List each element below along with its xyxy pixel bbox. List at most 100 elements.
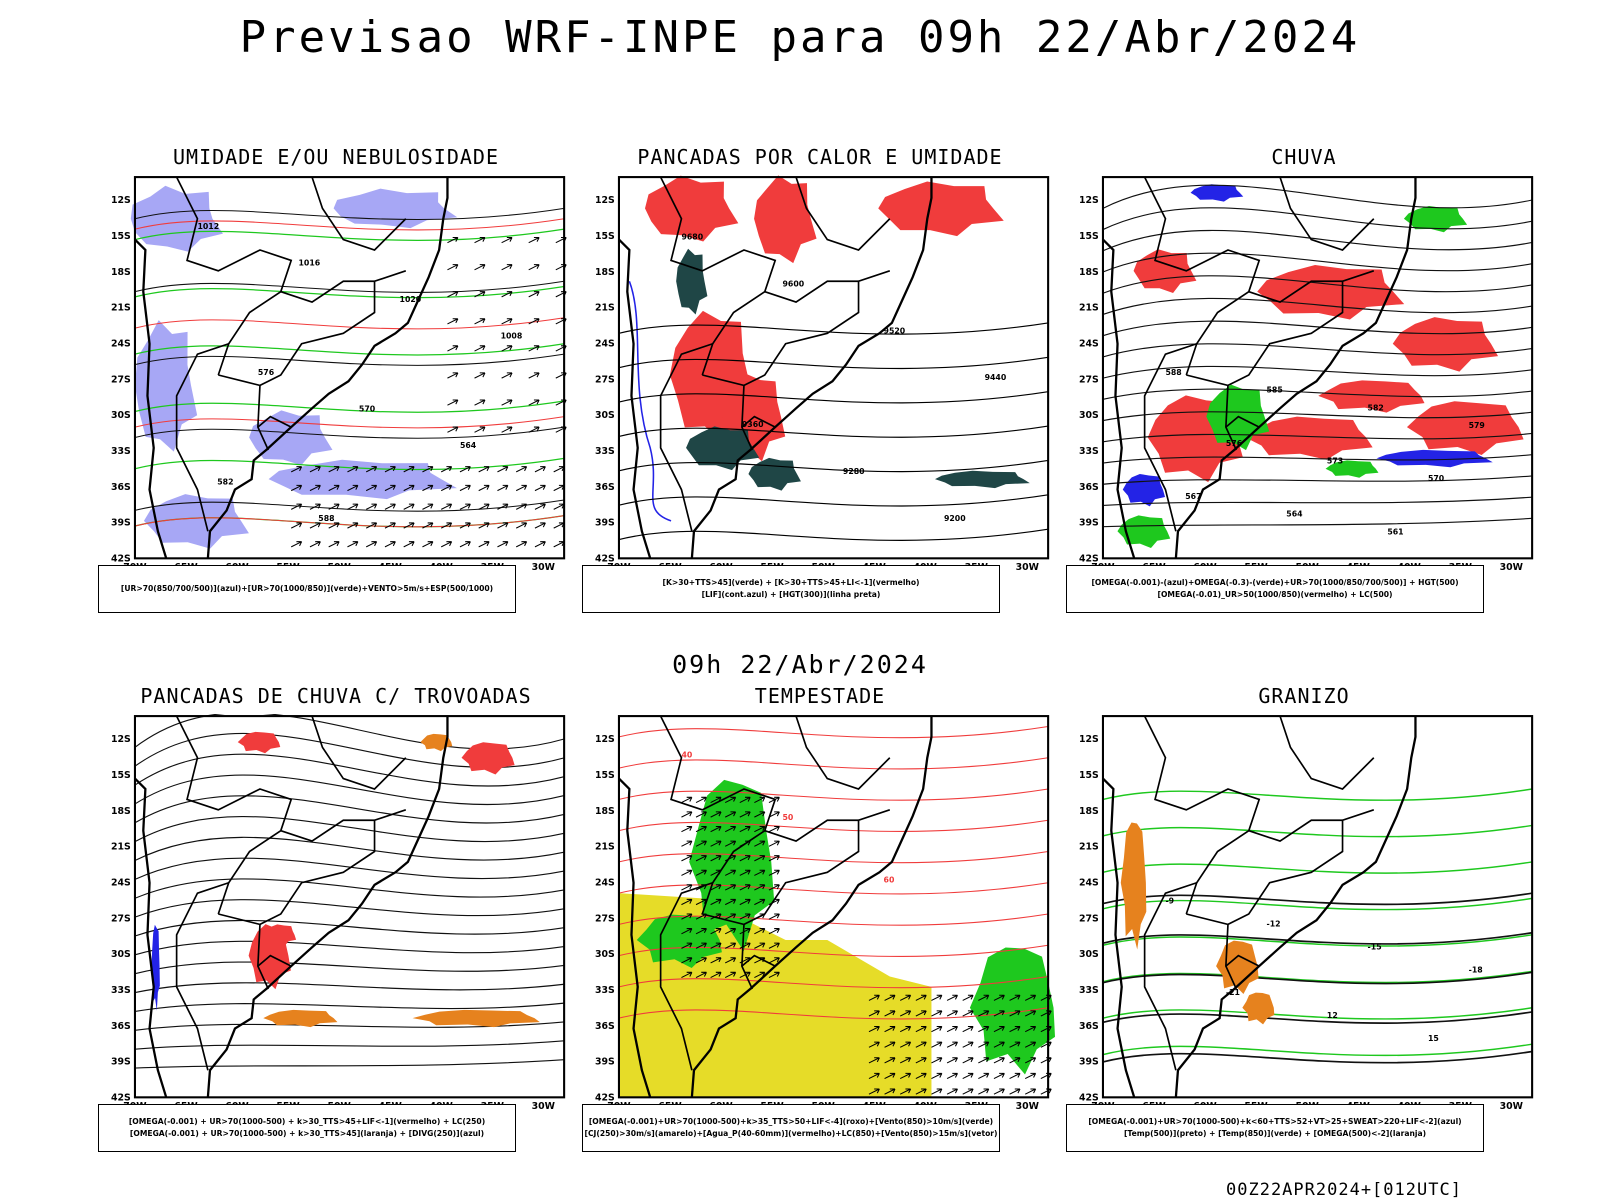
- lon-tick-label: 30W: [1500, 562, 1524, 573]
- wind-vector: [497, 541, 509, 548]
- lat-tick-label: 21S: [111, 303, 131, 314]
- wind-vector: [710, 825, 722, 833]
- wind-vector: [447, 291, 459, 298]
- lat-tick-label: 18S: [595, 806, 615, 817]
- contour-label: -15: [1368, 942, 1382, 951]
- wind-vector: [515, 541, 528, 548]
- lon-tick-label: 30W: [1016, 562, 1040, 573]
- wind-vector: [695, 796, 707, 804]
- panel-title: UMIDADE E/OU NEBULOSIDADE: [172, 145, 500, 169]
- wind-vector: [553, 466, 565, 473]
- wind-vector: [724, 913, 737, 920]
- lat-tick-label: 33S: [111, 446, 131, 457]
- country-border: [659, 715, 777, 915]
- lat-tick-label: 42S: [595, 553, 615, 564]
- wind-vector: [739, 796, 751, 804]
- shaded-area: [237, 731, 281, 754]
- lat-tick-label: 27S: [111, 913, 131, 924]
- wind-vector: [681, 840, 693, 847]
- wind-vector: [754, 928, 766, 935]
- country-border: [1225, 385, 1238, 451]
- wind-vector: [739, 811, 751, 818]
- wind-vector: [478, 503, 490, 510]
- lat-tick-label: 15S: [111, 770, 131, 781]
- wind-vector: [474, 399, 486, 406]
- wind-vector: [309, 503, 321, 510]
- wind-vector: [768, 855, 780, 862]
- lat-tick-label: 18S: [111, 267, 131, 278]
- wind-vector: [724, 928, 737, 935]
- wind-vector: [478, 522, 490, 529]
- contour-line: [1102, 1007, 1533, 1020]
- wind-vector: [1009, 1088, 1021, 1095]
- wind-vector: [899, 1072, 912, 1080]
- wind-vector: [724, 957, 737, 964]
- shaded-area: [878, 181, 1004, 237]
- contour-label: 9600: [783, 279, 805, 288]
- coastline: [618, 177, 933, 559]
- wind-vector: [528, 264, 540, 271]
- country-border: [311, 715, 407, 790]
- wind-vector: [899, 1041, 912, 1048]
- streamline: [1102, 496, 1533, 507]
- wind-vector: [1040, 1072, 1052, 1080]
- wind-vector: [534, 503, 546, 510]
- wind-vector: [754, 796, 766, 804]
- shaded-area: [268, 459, 457, 500]
- map-border: [133, 715, 566, 1099]
- wind-vector: [931, 994, 943, 1001]
- shaded-area: [143, 494, 249, 549]
- wind-vector: [681, 869, 693, 876]
- lat-tick-label: 30S: [111, 410, 131, 421]
- lat-tick-label: 42S: [1079, 553, 1099, 564]
- contour-line: [1102, 1011, 1533, 1024]
- wind-vector: [739, 928, 751, 935]
- wind-vector: [440, 484, 453, 492]
- shaded-area: [249, 410, 333, 466]
- wind-vector: [422, 484, 434, 492]
- lat-tick-label: 15S: [595, 770, 615, 781]
- wind-vector: [724, 971, 737, 979]
- panel-umidade: UMIDADE E/OU NEBULOSIDADE 1012 1016 1020 10…: [96, 145, 576, 625]
- wind-vector: [962, 1088, 974, 1095]
- lat-tick-label: 21S: [1079, 842, 1099, 853]
- country-border: [702, 809, 891, 926]
- map-umidade: 1012 1016 1020 1008 576 570 564 582 588 12S 15S 18S…: [111, 176, 567, 573]
- contour-line: [134, 207, 565, 221]
- wind-vector: [978, 1072, 990, 1080]
- lat-tick-label: 39S: [111, 1057, 131, 1068]
- country-border: [741, 415, 776, 428]
- lat-tick-label: 30S: [595, 949, 615, 960]
- wind-vector: [290, 503, 303, 510]
- streamline: [1102, 343, 1533, 358]
- wind-vector: [899, 1057, 912, 1064]
- contour-line: [618, 322, 1049, 335]
- country-border: [175, 176, 293, 376]
- streamline: [1102, 184, 1533, 209]
- shaded-area: [1120, 822, 1147, 950]
- wind-vector: [290, 541, 303, 548]
- lat-tick-label: 42S: [595, 1092, 615, 1103]
- wind-vector: [724, 840, 737, 847]
- contour-line: [1102, 1050, 1533, 1064]
- wind-vector: [978, 994, 990, 1001]
- wind-vector: [754, 811, 766, 818]
- wind-vector: [501, 318, 513, 325]
- wind-vector: [501, 399, 513, 406]
- panel-chuva: CHUVA 588 585 582 579 576 573 570 567 564 561 12S 1…: [1064, 145, 1544, 625]
- wind-vector: [695, 840, 707, 847]
- wind-vector: [931, 1010, 943, 1017]
- contour-label: 573: [1327, 457, 1343, 466]
- contour-label: 60: [884, 876, 895, 885]
- wind-vector: [681, 971, 693, 979]
- wind-vector: [440, 541, 453, 548]
- wind-vector: [1009, 1057, 1021, 1064]
- wind-vector: [884, 994, 896, 1001]
- lat-tick-label: 21S: [111, 842, 131, 853]
- contour-line: [1102, 931, 1533, 945]
- contour-label: 15: [1428, 1034, 1439, 1043]
- wind-vector: [754, 855, 766, 862]
- streamline: [134, 1040, 565, 1050]
- wind-vector: [724, 942, 737, 949]
- panel-legend: [OMEGA(-0.001)-(azul)+OMEGA(-0.3)-(verde…: [1066, 565, 1484, 613]
